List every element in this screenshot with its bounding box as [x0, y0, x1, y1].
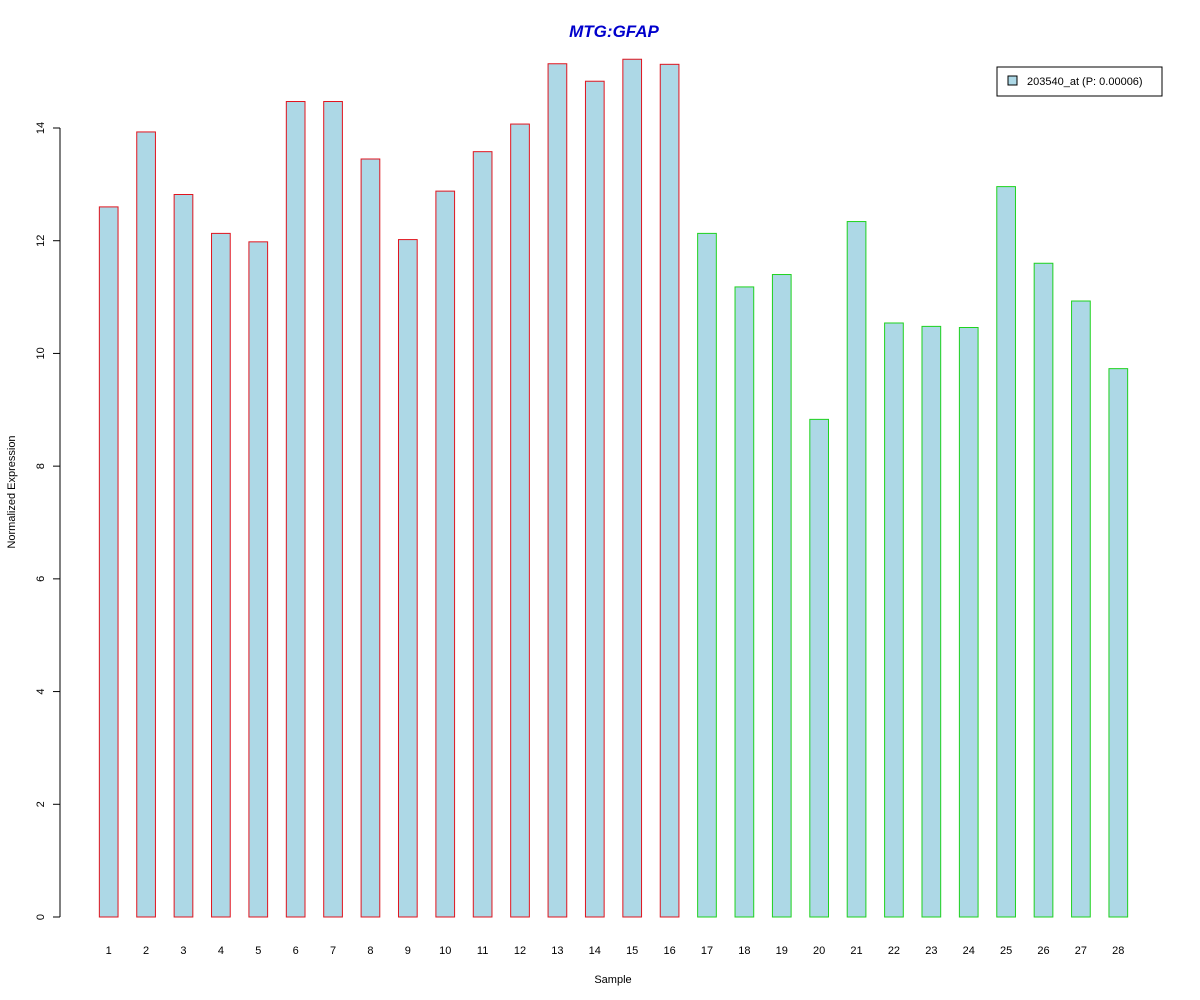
bar — [211, 232, 231, 918]
legend-box — [996, 66, 1163, 97]
x-tick-label: 9 — [405, 945, 411, 957]
x-tick-label: 8 — [367, 945, 373, 957]
y-tick-label: 0 — [35, 914, 47, 920]
x-tick-label: 18 — [738, 945, 750, 957]
y-axis-label: Normalized Expression — [6, 435, 18, 548]
bar — [173, 194, 194, 918]
x-tick-label: 7 — [330, 945, 336, 957]
bar — [809, 418, 830, 918]
y-tick-label: 14 — [35, 122, 47, 134]
bar — [98, 206, 119, 918]
bar — [659, 63, 680, 918]
bar — [1033, 262, 1054, 918]
bar — [1108, 368, 1129, 918]
bar — [323, 101, 343, 918]
bar — [622, 58, 643, 918]
x-tick-label: 11 — [477, 945, 488, 957]
y-tick-label: 8 — [35, 463, 47, 469]
bar — [397, 239, 418, 918]
bar — [846, 221, 867, 918]
bar — [771, 274, 792, 918]
x-tick-label: 15 — [626, 945, 638, 957]
x-tick-label: 12 — [514, 945, 526, 957]
x-tick-labels: 1 2 3 4 5 6 7 8 9 10 11 12 13 14 15 16 17 18 19 20 21 22 23 24 2… — [106, 945, 1125, 957]
bar — [1071, 300, 1091, 918]
x-tick-label: 13 — [551, 945, 563, 957]
y-tick-label: 10 — [35, 347, 47, 359]
bar — [248, 241, 269, 918]
x-tick-label: 27 — [1075, 945, 1087, 957]
x-tick-label: 21 — [850, 945, 862, 957]
bar — [510, 123, 530, 918]
y-tick-label: 6 — [35, 576, 47, 582]
x-tick-label: 6 — [293, 945, 299, 957]
chart-title: MTG:GFAP — [569, 22, 659, 41]
x-tick-label: 5 — [255, 945, 261, 957]
legend: 203540_at (P: 0.00006) — [996, 66, 1163, 97]
bar — [584, 80, 605, 918]
bar — [136, 131, 156, 918]
bar — [285, 101, 306, 918]
y-tick-label: 4 — [35, 689, 47, 695]
x-tick-label: 14 — [589, 945, 601, 957]
x-tick-label: 1 — [106, 945, 112, 957]
x-tick-label: 20 — [813, 945, 825, 957]
bar — [547, 63, 568, 918]
y-axis: 0 2 4 6 8 10 12 14 — [35, 122, 61, 920]
x-tick-label: 26 — [1037, 945, 1049, 957]
x-tick-label: 3 — [180, 945, 186, 957]
y-tick-label: 12 — [35, 235, 47, 247]
x-tick-label: 28 — [1112, 945, 1124, 957]
legend-swatch — [1007, 75, 1018, 86]
bar — [697, 232, 717, 918]
legend-label: 203540_at (P: 0.00006) — [1027, 76, 1143, 88]
x-tick-label: 19 — [776, 945, 788, 957]
bar — [360, 158, 381, 918]
bar — [435, 190, 456, 918]
bar — [921, 325, 942, 918]
bar — [996, 186, 1016, 918]
x-tick-label: 2 — [143, 945, 149, 957]
x-tick-label: 23 — [925, 945, 937, 957]
y-tick-label: 2 — [35, 801, 47, 807]
x-tick-label: 10 — [439, 945, 451, 957]
x-tick-label: 17 — [701, 945, 713, 957]
x-tick-label: 24 — [963, 945, 975, 957]
x-axis-label: Sample — [594, 974, 631, 986]
bar — [472, 151, 493, 918]
bar — [884, 322, 904, 918]
bar — [734, 286, 755, 918]
bar — [958, 327, 979, 918]
x-tick-label: 25 — [1000, 945, 1012, 957]
x-tick-label: 16 — [663, 945, 675, 957]
bars — [98, 58, 1129, 918]
x-tick-label: 22 — [888, 945, 900, 957]
x-tick-label: 4 — [218, 945, 224, 957]
